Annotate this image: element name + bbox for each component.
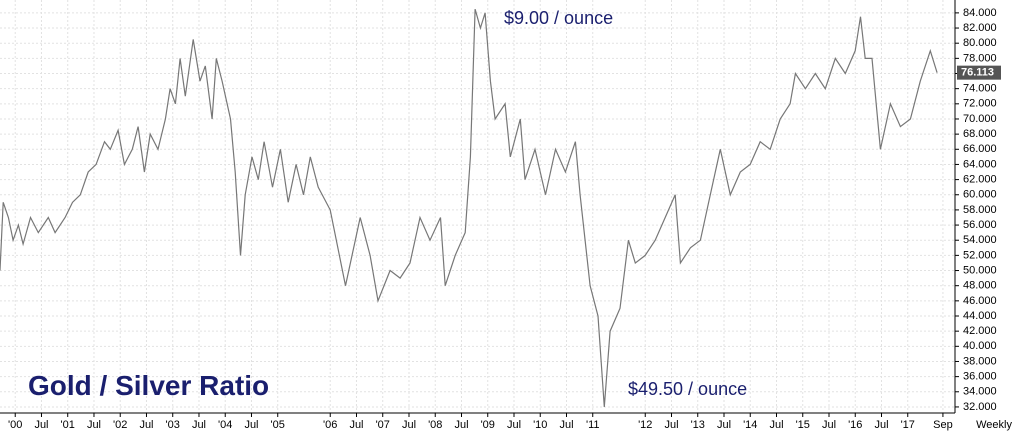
- x-tick-label: Jul: [402, 419, 416, 431]
- y-tick-label: 78.000: [963, 52, 997, 64]
- y-tick-label: 84.000: [963, 7, 997, 19]
- y-tick-label: 82.000: [963, 22, 997, 34]
- x-tick-label: '16: [848, 419, 862, 431]
- y-tick-label: 40.000: [963, 340, 997, 352]
- x-tick-label: '01: [61, 419, 75, 431]
- frequency-label: Weekly: [976, 419, 1012, 431]
- x-tick-label: Jul: [822, 419, 836, 431]
- x-tick-label: '06: [323, 419, 337, 431]
- x-tick-label: Jul: [192, 419, 206, 431]
- x-tick-label: Jul: [664, 419, 678, 431]
- x-tick-label: '14: [743, 419, 757, 431]
- x-tick-label: '10: [533, 419, 547, 431]
- y-tick-label: 58.000: [963, 204, 997, 216]
- y-tick-label: 74.000: [963, 83, 997, 95]
- y-tick-label: 36.000: [963, 371, 997, 383]
- x-tick-label: Jul: [87, 419, 101, 431]
- x-tick-label: '08: [428, 419, 442, 431]
- x-tick-label: '03: [166, 419, 180, 431]
- last-value-label: 76.113: [961, 67, 994, 79]
- y-tick-label: 34.000: [963, 386, 997, 398]
- x-tick-label: '00: [8, 419, 22, 431]
- y-tick-label: 54.000: [963, 234, 997, 246]
- x-tick-label: '04: [218, 419, 232, 431]
- x-tick-label: Jul: [34, 419, 48, 431]
- x-tick-label: Jul: [454, 419, 468, 431]
- x-tick-label: Sep: [933, 419, 953, 431]
- y-tick-label: 70.000: [963, 113, 997, 125]
- x-tick-label: '02: [113, 419, 127, 431]
- y-tick-label: 62.000: [963, 174, 997, 186]
- y-tick-label: 60.000: [963, 189, 997, 201]
- y-tick-label: 66.000: [963, 143, 997, 155]
- x-tick-label: Jul: [874, 419, 888, 431]
- y-tick-label: 38.000: [963, 355, 997, 367]
- x-tick-label: '07: [376, 419, 390, 431]
- y-tick-label: 46.000: [963, 295, 997, 307]
- price-line: [0, 8, 938, 407]
- x-tick-label: Jul: [769, 419, 783, 431]
- y-tick-label: 68.000: [963, 128, 997, 140]
- y-tick-label: 32.000: [963, 401, 997, 413]
- x-tick-label: Jul: [139, 419, 153, 431]
- annotation: $49.50 / ounce: [628, 379, 748, 399]
- x-tick-label: '11: [586, 419, 600, 431]
- x-tick-label: Jul: [349, 419, 363, 431]
- y-tick-label: 56.000: [963, 219, 997, 231]
- y-tick-label: 50.000: [963, 264, 997, 276]
- y-tick-label: 72.000: [963, 98, 997, 110]
- y-tick-label: 48.000: [963, 280, 997, 292]
- x-tick-label: Jul: [559, 419, 573, 431]
- x-tick-label: '15: [796, 419, 810, 431]
- chart-title: Gold / Silver Ratio: [28, 370, 270, 401]
- x-tick-label: Jul: [244, 419, 258, 431]
- x-tick-label: '09: [481, 419, 495, 431]
- x-tick-label: '17: [901, 419, 915, 431]
- annotation: $9.00 / ounce: [504, 8, 614, 28]
- x-tick-label: '05: [271, 419, 285, 431]
- y-tick-label: 52.000: [963, 249, 997, 261]
- y-tick-label: 80.000: [963, 37, 997, 49]
- x-tick-label: '12: [638, 419, 652, 431]
- x-tick-label: Jul: [717, 419, 731, 431]
- last-value-badge: [957, 65, 1001, 80]
- y-tick-label: 42.000: [963, 325, 997, 337]
- y-tick-label: 64.000: [963, 158, 997, 170]
- y-tick-label: 44.000: [963, 310, 997, 322]
- x-tick-label: '13: [691, 419, 705, 431]
- x-tick-label: Jul: [507, 419, 521, 431]
